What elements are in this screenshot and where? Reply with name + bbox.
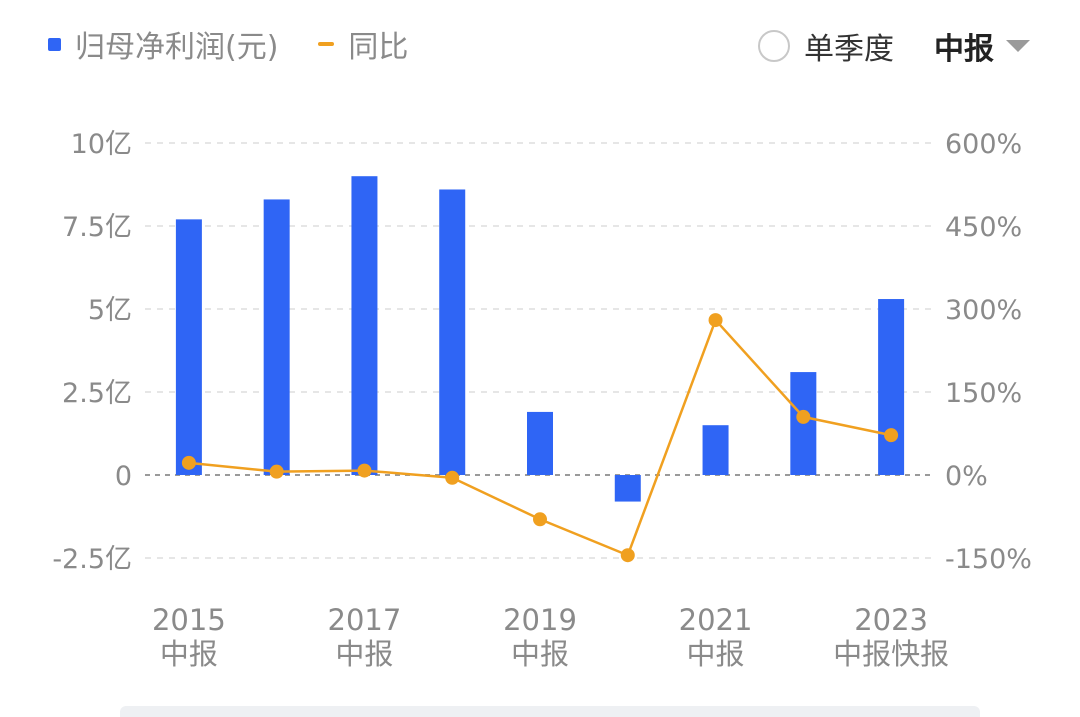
x-tick-label-year: 2019 — [503, 603, 577, 637]
y-right-tick-label: -150% — [945, 544, 1032, 575]
yoy-point-2017中报[interactable] — [357, 463, 372, 478]
bar-2015中报[interactable] — [175, 219, 202, 475]
range-slider-track[interactable] — [120, 706, 980, 717]
yoy-swatch — [318, 42, 335, 46]
x-tick-label-year: 2017 — [328, 603, 402, 637]
bar-2021中报[interactable] — [702, 425, 729, 475]
single-quarter-radio[interactable] — [758, 30, 790, 62]
yoy-point-2022中报[interactable] — [796, 409, 811, 424]
single-quarter-label[interactable]: 单季度 — [804, 32, 894, 67]
yoy-point-2020中报[interactable] — [620, 548, 635, 563]
chart-controls: 单季度 中报 — [758, 24, 1030, 68]
bar-2023中报快报[interactable] — [878, 299, 905, 475]
net-profit-swatch — [48, 37, 61, 51]
legend-label-yoy: 同比 — [348, 30, 409, 65]
yoy-point-2023中报快报[interactable] — [884, 428, 899, 443]
bar-2020中报[interactable] — [614, 475, 641, 502]
y-right-tick-label: 150% — [945, 378, 1022, 409]
y-right-tick-label: 600% — [945, 129, 1022, 160]
x-tick-label-year: 2015 — [152, 603, 226, 637]
x-tick-label-period: 中报 — [335, 637, 393, 671]
yoy-point-2019中报[interactable] — [533, 512, 547, 527]
y-left-tick-label: 2.5亿 — [62, 378, 132, 409]
period-dropdown[interactable]: 中报 — [934, 24, 1030, 68]
x-tick-label-year: 2021 — [679, 603, 753, 637]
yoy-point-2018中报[interactable] — [445, 470, 460, 485]
chart-legend: 归母净利润(元) 同比 — [48, 22, 448, 66]
x-tick-label-period: 中报 — [160, 637, 218, 671]
y-right-tick-label: 300% — [945, 295, 1022, 326]
x-tick-label-period: 中报 — [687, 637, 745, 671]
y-left-tick-label: -2.5亿 — [52, 544, 132, 575]
y-right-tick-label: 450% — [945, 212, 1022, 243]
period-dropdown-label: 中报 — [934, 32, 994, 67]
y-right-tick-label: 0% — [945, 461, 988, 492]
y-left-tick-label: 0 — [115, 461, 132, 492]
legend-item-yoy[interactable]: 同比 — [318, 22, 408, 66]
yoy-point-2021中报[interactable] — [708, 313, 723, 328]
bar-2016中报[interactable] — [263, 199, 290, 475]
y-left-tick-label: 5亿 — [88, 295, 132, 326]
x-tick-label-period: 中报 — [511, 637, 569, 671]
yoy-point-2016中报[interactable] — [269, 464, 284, 479]
y-left-tick-label: 7.5亿 — [62, 212, 132, 243]
yoy-point-2015中报[interactable] — [181, 455, 196, 470]
legend-label-net-profit: 归母净利润(元) — [75, 30, 279, 65]
y-left-tick-label: 10亿 — [71, 129, 132, 160]
x-tick-label-period: 中报快报 — [833, 637, 949, 671]
chevron-down-icon — [1006, 40, 1030, 52]
bar-2018中报[interactable] — [439, 189, 466, 476]
bar-2019中报[interactable] — [527, 411, 553, 475]
bar-2017中报[interactable] — [351, 176, 378, 475]
x-tick-label-year: 2023 — [854, 603, 928, 637]
legend-item-net-profit[interactable]: 归母净利润(元) — [48, 22, 278, 66]
